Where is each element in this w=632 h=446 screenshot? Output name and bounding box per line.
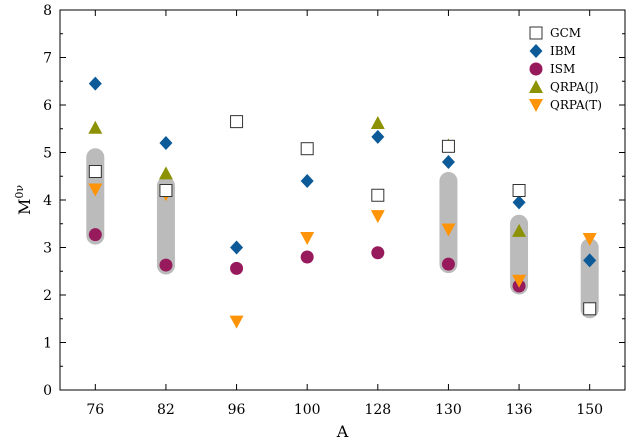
range-bar (156, 176, 175, 275)
y-axis-label-main: M (15, 199, 34, 215)
legend-marker-qrpa-t (529, 99, 543, 112)
y-tick-label: 6 (43, 98, 52, 114)
data-points (88, 76, 597, 329)
data-point-ibm (441, 155, 455, 169)
legend-marker-gcm (529, 26, 543, 40)
data-point-ibm (371, 129, 385, 144)
y-tick-label: 5 (43, 146, 52, 162)
data-point-gcm (512, 184, 526, 197)
data-point-gcm (371, 188, 385, 202)
legend-label-qrpa-j: QRPA(J) (550, 80, 599, 94)
data-point-ibm (159, 136, 173, 150)
x-tick-label: 130 (435, 402, 462, 418)
legend-marker-ibm (529, 44, 543, 58)
x-axis-label: A (336, 422, 349, 441)
data-point-ism (159, 258, 173, 272)
x-tick-label: 76 (86, 402, 104, 418)
data-point-ism (441, 257, 455, 271)
data-point-ibm (300, 174, 314, 188)
x-tick-label: 96 (228, 402, 246, 418)
data-point-qrpa-t- (229, 315, 244, 329)
data-point-ism (371, 246, 385, 260)
y-tick-label: 0 (43, 383, 52, 399)
data-point-qrpa-t- (582, 232, 597, 246)
data-point-qrpa-t- (300, 232, 315, 245)
x-tick-label: 150 (576, 402, 603, 418)
data-point-gcm (230, 115, 244, 129)
data-point-gcm (159, 184, 173, 197)
x-tick-label: 136 (506, 402, 533, 418)
x-tick-label: 100 (294, 402, 321, 418)
y-axis-label: M0ν (13, 185, 34, 215)
y-axis-label-superscript: 0ν (13, 185, 26, 199)
data-point-qrpa-t- (441, 223, 456, 237)
data-point-ibm (512, 195, 526, 210)
data-point-gcm (441, 139, 455, 153)
x-tick-label: 82 (157, 402, 175, 418)
svg-text:M0ν: M0ν (13, 185, 34, 215)
data-point-qrpa-j- (512, 223, 527, 237)
legend-label-qrpa-t: QRPA(T) (550, 98, 602, 112)
y-tick-label: 4 (43, 193, 52, 209)
y-tick-label: 3 (43, 241, 52, 257)
legend-label-ism: ISM (550, 62, 575, 76)
data-point-qrpa-j- (370, 116, 385, 130)
y-tick-label: 8 (43, 3, 52, 19)
data-point-ibm (230, 240, 244, 255)
range-bar (439, 172, 458, 274)
data-point-ism (230, 261, 244, 275)
y-tick-label: 1 (43, 336, 52, 352)
y-tick-label: 2 (43, 288, 52, 304)
legend-marker-ism (529, 62, 543, 76)
data-point-qrpa-t- (370, 210, 385, 224)
y-tick-label: 7 (43, 51, 52, 67)
legend-marker-qrpa-j (529, 80, 543, 93)
x-tick-label: 128 (364, 402, 391, 418)
data-point-qrpa-t- (88, 183, 103, 197)
data-point-ism (88, 228, 102, 242)
data-point-gcm (583, 302, 597, 316)
data-point-ibm (583, 253, 597, 268)
data-point-ibm (88, 76, 102, 91)
data-point-qrpa-j- (158, 166, 173, 180)
data-point-ism (300, 250, 314, 264)
data-point-qrpa-j- (88, 120, 103, 134)
axis-ticks: 0 1 2 3 4 5 6 7 8 76 82 96 100 128 130 136 150 (43, 3, 625, 418)
data-point-gcm (300, 142, 314, 156)
legend-label-gcm: GCM (550, 26, 581, 40)
legend: GCM IBM ISM QRPA(J) QRPA(T) (529, 26, 602, 112)
data-point-qrpa-t- (512, 274, 527, 288)
data-point-gcm (88, 165, 102, 178)
legend-label-ibm: IBM (550, 44, 576, 58)
